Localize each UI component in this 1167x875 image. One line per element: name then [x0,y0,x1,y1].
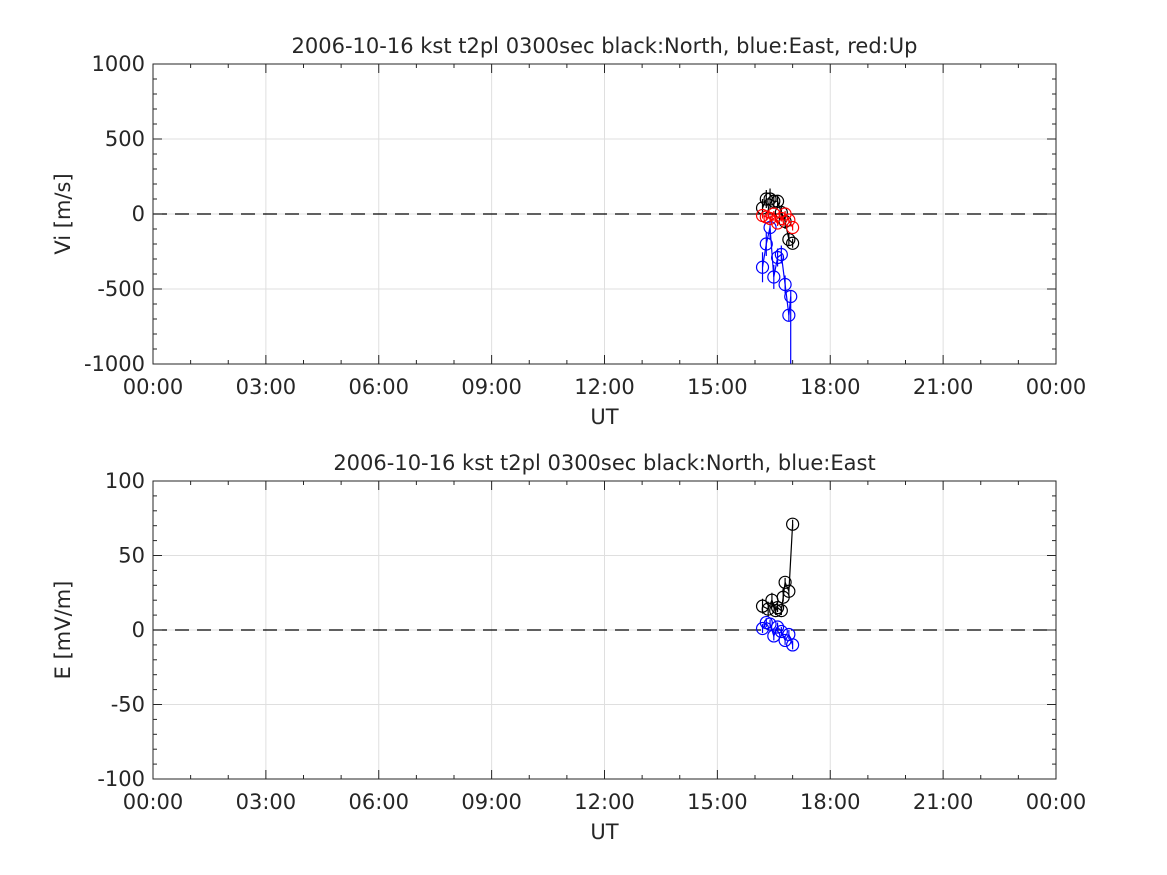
y-tick-label: 1000 [92,52,145,76]
data-point [763,211,777,226]
x-tick-label: 00:00 [1026,375,1087,399]
y-tick-label: -500 [97,277,145,301]
x-tick-label: 03:00 [236,375,297,399]
x-tick-label: 00:00 [1026,790,1087,814]
data-point [767,629,781,643]
x-tick-label: 15:00 [687,790,748,814]
y-tick-label: 500 [105,127,145,151]
data-point [782,584,796,598]
y-tick-label: 50 [118,544,145,568]
data-point [784,289,798,304]
y-tick-label: -50 [111,693,145,717]
data-point [786,517,800,531]
data-point [786,236,800,250]
series-line [762,524,794,612]
data-point [770,620,785,634]
data-point [759,237,773,251]
series-north [755,517,800,618]
series-line [761,227,792,364]
x-tick-label: 21:00 [913,375,974,399]
data-point [763,192,777,206]
data-point [782,308,796,322]
data-point [755,260,770,274]
data-point [767,207,781,221]
y-tick-label: 0 [132,202,145,226]
x-tick-label: 21:00 [913,790,974,814]
y-axis-label: Vi [m/s] [51,173,75,254]
y-tick-label: 0 [132,618,145,642]
data-point [770,601,785,615]
data-point [770,250,785,265]
series-east [755,215,798,364]
plot-area [755,517,800,652]
y-axis-label: E [mV/m] [51,581,75,680]
x-axis-label: UT [590,820,618,844]
y-tick-label: -100 [97,767,145,791]
x-tick-label: 18:00 [800,790,861,814]
x-tick-label: 03:00 [236,790,297,814]
x-tick-label: 15:00 [687,375,748,399]
plot-area [755,188,800,364]
electric-field-panel: 00:00 03:00 06:00 09:00 12:00 15:00 18:00 21:00… [51,451,1086,844]
data-point [786,638,800,652]
series-up [755,207,800,235]
data-point [774,604,788,618]
x-tick-label: 18:00 [800,375,861,399]
x-tick-label: 09:00 [461,375,522,399]
data-point [763,617,777,631]
x-tick-label: 06:00 [348,375,409,399]
data-point [778,575,792,589]
data-point [761,602,775,616]
data-point [774,247,788,262]
data-point [767,194,781,208]
series-east [755,615,800,652]
y-tick-label: -1000 [84,352,145,376]
data-point [782,232,796,247]
data-point [778,277,792,292]
data-point [774,211,788,226]
x-tick-label: 00:00 [123,790,184,814]
chart-title: 2006-10-16 kst t2pl 0300sec black:North,… [333,451,875,475]
x-tick-label: 12:00 [574,790,635,814]
x-tick-label: 12:00 [574,375,635,399]
chart-title: 2006-10-16 kst t2pl 0300sec black:North,… [292,34,918,58]
data-point [774,624,788,639]
data-point [786,220,800,235]
data-point [767,270,781,284]
velocity-panel: 00:00 03:00 06:00 09:00 12:00 15:00 18:00 21:00… [51,34,1086,429]
x-tick-label: 09:00 [461,790,522,814]
data-point [782,213,796,227]
y-tick-label: 100 [105,469,145,493]
x-axis-label: UT [590,405,618,429]
x-tick-label: 06:00 [348,790,409,814]
x-tick-label: 00:00 [123,375,184,399]
